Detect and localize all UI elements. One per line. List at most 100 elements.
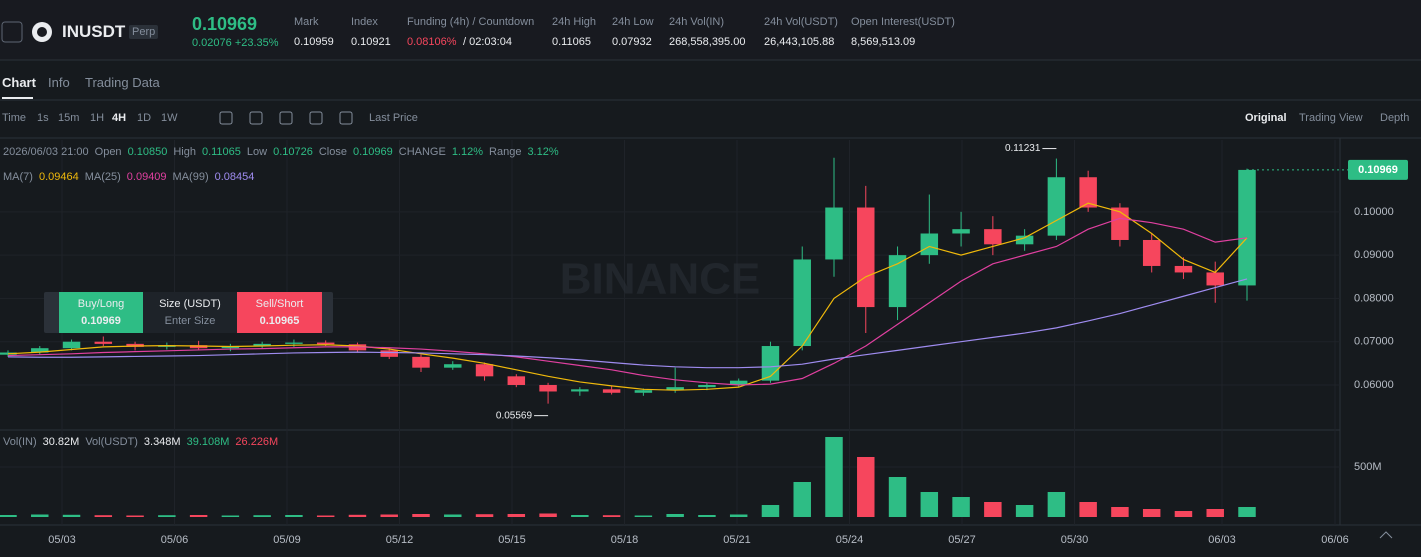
buy-button[interactable]: Buy/Long 0.10969 <box>59 292 143 333</box>
stat-label: Funding (4h) / Countdown <box>407 16 535 28</box>
view[interactable]: Depth <box>1380 112 1410 124</box>
ohlc-line: 2026/06/03 21:00 Open 0.10850 High 0.11065 Lo… <box>3 146 565 158</box>
change-row: 0.02076 +23.35% <box>192 37 279 49</box>
stat-value: 0.07932 <box>612 36 652 48</box>
interval[interactable]: 1W <box>161 112 178 124</box>
ohlc-date: 2026/06/03 21:00 <box>3 146 89 158</box>
volume-bar <box>761 505 780 517</box>
date-label: 06/06 <box>1321 534 1349 546</box>
volume-bar <box>1142 509 1161 517</box>
vol-value: 26.226M <box>235 436 279 448</box>
ohlc-label: Close <box>318 146 347 158</box>
volume-bar <box>94 515 113 517</box>
price-type[interactable]: Last Price <box>369 112 418 124</box>
sell-label: Sell/Short <box>255 298 304 310</box>
ohlc-value: 0.10969 <box>352 146 393 158</box>
stat-value: 26,443,105.88 <box>764 36 835 48</box>
candle-body <box>1015 235 1034 245</box>
favorite-icon[interactable] <box>1 21 23 43</box>
volume-bar <box>444 514 462 517</box>
candle-body <box>1111 207 1129 240</box>
volume-bar <box>1238 507 1256 517</box>
y-tick-label: 0.09000 <box>1354 249 1394 261</box>
stat-value: 0.10921 <box>351 36 391 48</box>
ma-line <box>7 202 1248 391</box>
last-price: 0.10969 <box>192 14 258 34</box>
candle-body <box>285 342 303 344</box>
volume-bar <box>920 492 939 517</box>
volume-bar <box>602 515 621 517</box>
view[interactable]: Trading View <box>1299 112 1363 124</box>
date-label: 05/24 <box>836 534 864 546</box>
candle-body <box>316 342 335 345</box>
tool-icon <box>219 111 233 125</box>
tool-icon <box>249 111 263 125</box>
volume-bar <box>0 515 17 517</box>
volume-bar <box>984 502 1002 517</box>
extreme-label: 0.11231 <box>1005 143 1041 154</box>
badge: Perp <box>129 25 159 39</box>
ma-value: 0.08454 <box>214 171 255 183</box>
stat-label: 24h Low <box>612 16 654 28</box>
ohlc-label: CHANGE <box>398 146 446 158</box>
candle-body <box>1174 265 1193 273</box>
y-tick-label: 0.10000 <box>1354 206 1394 218</box>
view[interactable]: Original <box>1245 112 1287 124</box>
candle-body <box>189 345 208 349</box>
volume-bar <box>475 514 494 517</box>
ohlc-value: 0.11065 <box>201 146 241 158</box>
candle-body <box>94 341 113 344</box>
ohlc-value: 1.12% <box>451 146 484 158</box>
stat-label: 24h Vol(USDT) <box>764 16 838 28</box>
buy-label: Buy/Long <box>77 298 125 310</box>
ohlc-label: Open <box>94 146 122 158</box>
y-tick-label: 0.07000 <box>1354 336 1394 348</box>
date-label: 05/12 <box>386 534 414 546</box>
volume-bar <box>1015 505 1034 517</box>
tab[interactable]: Chart <box>2 75 36 90</box>
volume-bar <box>729 514 748 517</box>
vol-line: Vol(IN) 30.82M Vol(USDT) 3.348M 39.108M 26.22… <box>3 436 284 448</box>
candle-body <box>253 343 271 347</box>
interval[interactable]: 15m <box>58 112 80 124</box>
vol-label: Vol(IN) <box>3 436 37 448</box>
tab[interactable]: Info <box>48 75 70 90</box>
candle-body <box>380 350 398 357</box>
ohlc-value: 0.10850 <box>127 146 168 158</box>
ma-line <box>7 217 1248 386</box>
interval[interactable]: Time <box>2 112 27 124</box>
ohlc-label: Range <box>489 146 522 158</box>
volume-bar <box>571 515 589 517</box>
candle-body <box>952 229 970 234</box>
header-bg <box>0 0 1421 60</box>
ma-label: MA(99) <box>172 171 209 183</box>
volume-bar <box>793 482 811 517</box>
candle-body <box>62 341 81 349</box>
interval[interactable]: 1D <box>137 112 152 124</box>
buy-price: 0.10969 <box>81 315 121 327</box>
tab[interactable]: Trading Data <box>85 75 160 90</box>
extreme-label: 0.05569 <box>496 410 533 421</box>
volume-bar <box>158 515 176 517</box>
date-label: 05/27 <box>948 534 976 546</box>
sell-button[interactable]: Sell/Short 0.10965 <box>237 292 322 333</box>
date-label: 05/15 <box>498 534 526 546</box>
interval[interactable]: 1H <box>90 112 105 124</box>
interval[interactable]: 1s <box>37 112 49 124</box>
stat-label: 24h High <box>552 16 597 28</box>
symbol[interactable]: INUSDT <box>62 22 126 41</box>
volume-bar <box>1079 502 1097 517</box>
date-label: 05/30 <box>1061 534 1089 546</box>
last-price-label: 0.10969 <box>1358 164 1398 176</box>
interval[interactable]: 4H <box>112 112 127 124</box>
candle-body <box>602 389 621 393</box>
expand-icon[interactable] <box>1379 531 1393 539</box>
volume-bar <box>126 515 144 517</box>
size-input[interactable]: Size (USDT) Enter Size <box>143 292 237 333</box>
candle-body <box>1206 272 1224 286</box>
vol-value: 30.82M <box>42 436 80 448</box>
vol-value: 3.348M <box>143 436 181 448</box>
volume-bar <box>1047 492 1066 517</box>
volume-bar <box>380 514 398 517</box>
